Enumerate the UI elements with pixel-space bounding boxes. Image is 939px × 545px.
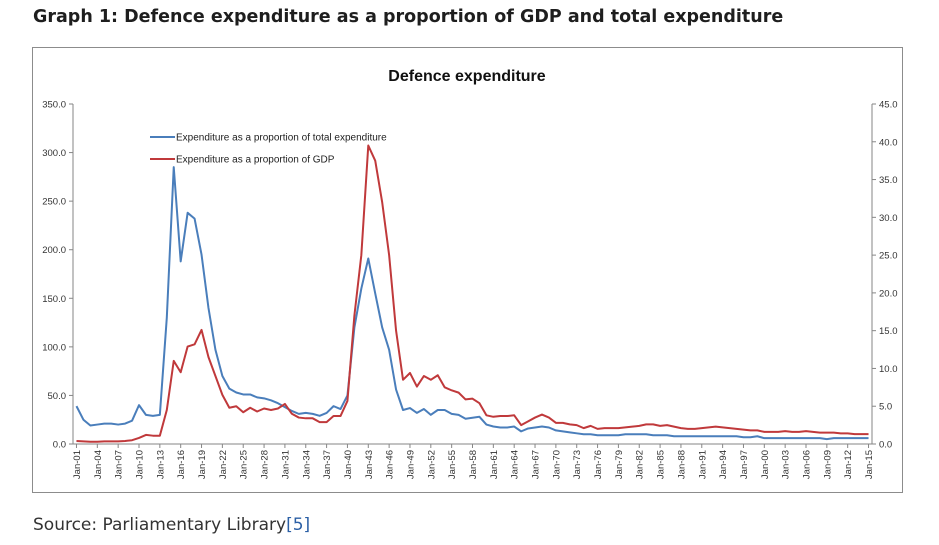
- x-tick-label: Jan-49: [405, 450, 416, 479]
- y-tick-label-right: 40.0: [879, 137, 898, 148]
- y-tick-label-right: 45.0: [879, 100, 898, 111]
- x-tick-label: Jan-64: [510, 450, 521, 479]
- x-tick-label: Jan-43: [364, 450, 375, 479]
- y-tick-label-left: 350.0: [42, 100, 66, 111]
- x-tick-label: Jan-82: [635, 450, 646, 479]
- x-tick-label: Jan-01: [72, 450, 83, 479]
- axes: 0.0 50.0 100.0 150.0 200.0 250.0 300.0 350.0 0.0…: [42, 100, 897, 480]
- y-tick-label-left: 150.0: [42, 294, 66, 305]
- x-tick-label: Jan-03: [781, 450, 792, 479]
- x-tick-label: Jan-55: [447, 450, 458, 479]
- x-tick-label: Jan-46: [385, 450, 396, 479]
- x-tick-label: Jan-58: [468, 450, 479, 479]
- x-tick-label: Jan-67: [531, 450, 542, 479]
- series-line-total-expenditure: [75, 166, 869, 441]
- y-tick-label-left: 250.0: [42, 197, 66, 208]
- x-tick-label: Jan-19: [197, 450, 208, 479]
- x-tick-label: Jan-37: [322, 450, 333, 479]
- source-note: Source: Parliamentary Library[5]: [33, 515, 310, 535]
- source-label: Source: Parliamentary Library: [33, 515, 287, 535]
- x-tick-label: Jan-13: [155, 450, 166, 479]
- chart-title: Defence expenditure: [388, 68, 545, 85]
- y-tick-label-left: 50.0: [48, 391, 67, 402]
- y-tick-label-right: 30.0: [879, 213, 898, 224]
- x-tick-label: Jan-40: [343, 450, 354, 479]
- legend-label: Expenditure as a proportion of GDP: [176, 155, 335, 166]
- x-tick-label: Jan-06: [801, 450, 812, 479]
- y-tick-label-left: 300.0: [42, 148, 66, 159]
- x-tick-label: Jan-76: [593, 450, 604, 479]
- x-tick-label: Jan-73: [572, 450, 583, 479]
- x-tick-label: Jan-91: [697, 450, 708, 479]
- y-tick-label-right: 0.0: [879, 440, 892, 451]
- x-tick-label: Jan-97: [739, 450, 750, 479]
- legend: Expenditure as a proportion of total exp…: [150, 133, 387, 166]
- x-tick-label: Jan-16: [176, 450, 187, 479]
- y-tick-label-right: 35.0: [879, 175, 898, 186]
- series-lines: [75, 144, 869, 443]
- page-heading: Graph 1: Defence expenditure as a propor…: [33, 7, 784, 27]
- x-tick-label: Jan-70: [551, 450, 562, 479]
- x-tick-label: Jan-31: [280, 450, 291, 479]
- chart-frame: Defence expenditure 0.0 50.0 100.0 150.0 200…: [32, 47, 903, 493]
- y-tick-label-right: 10.0: [879, 364, 898, 375]
- x-tick-label: Jan-88: [676, 450, 687, 479]
- x-tick-label: Jan-10: [135, 450, 146, 479]
- source-reference-link[interactable]: [5]: [286, 515, 311, 535]
- y-tick-label-left: 0.0: [53, 440, 66, 451]
- y-tick-label-right: 5.0: [879, 402, 892, 413]
- x-tick-label: Jan-07: [114, 450, 125, 479]
- series-line-gdp: [76, 144, 869, 443]
- x-tick-label: Jan-12: [843, 450, 854, 479]
- x-tick-label: Jan-09: [822, 450, 833, 479]
- y-tick-label-right: 15.0: [879, 326, 898, 337]
- x-tick-label: Jan-85: [656, 450, 667, 479]
- x-tick-label: Jan-28: [260, 450, 271, 479]
- y-tick-label-right: 20.0: [879, 288, 898, 299]
- y-tick-label-left: 200.0: [42, 245, 66, 256]
- legend-label: Expenditure as a proportion of total exp…: [176, 133, 387, 144]
- x-tick-label: Jan-04: [93, 450, 104, 479]
- x-tick-label: Jan-15: [864, 450, 875, 479]
- y-tick-label-left: 100.0: [42, 342, 66, 353]
- x-tick-label: Jan-34: [301, 450, 312, 479]
- x-tick-label: Jan-94: [718, 450, 729, 479]
- x-tick-label: Jan-61: [489, 450, 500, 479]
- defence-expenditure-chart: Defence expenditure 0.0 50.0 100.0 150.0 200…: [42, 68, 897, 480]
- x-tick-label: Jan-22: [218, 450, 229, 479]
- x-tick-label: Jan-00: [760, 450, 771, 479]
- x-tick-label: Jan-25: [239, 450, 250, 479]
- x-tick-label: Jan-79: [614, 450, 625, 479]
- y-tick-label-right: 25.0: [879, 251, 898, 262]
- x-tick-label: Jan-52: [426, 450, 437, 479]
